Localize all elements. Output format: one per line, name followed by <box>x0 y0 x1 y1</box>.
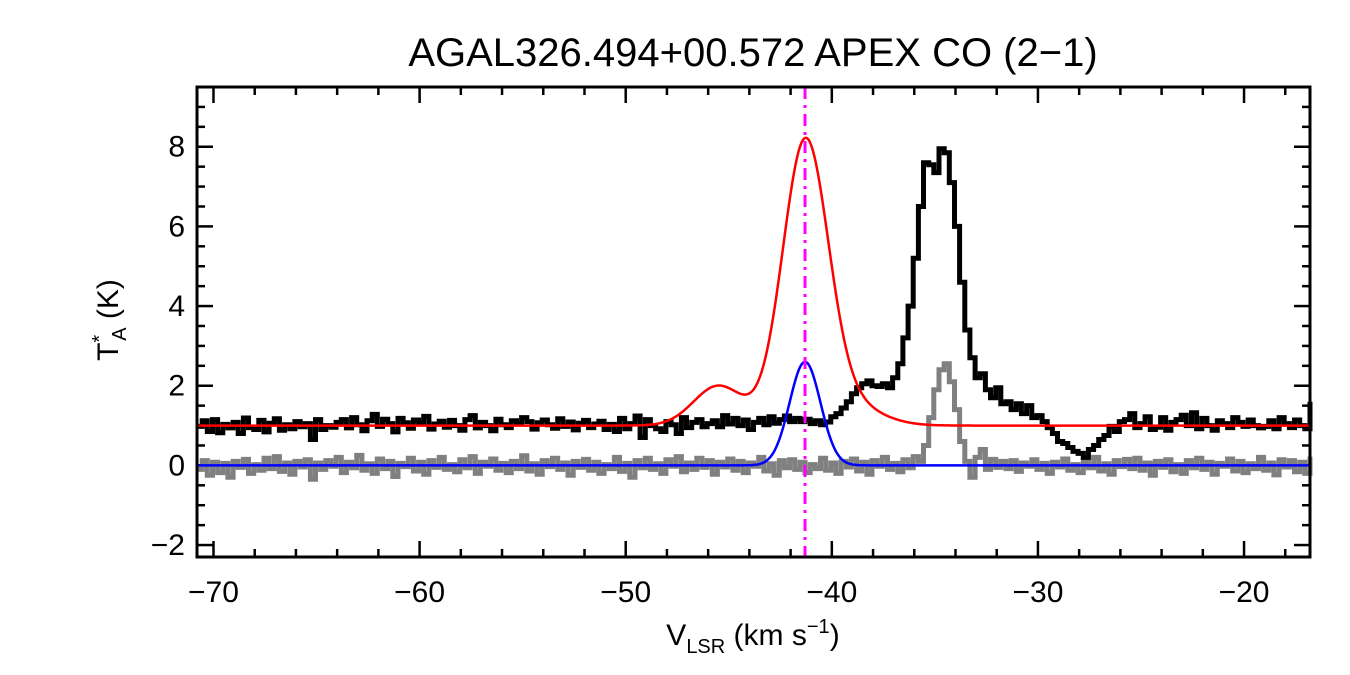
x-axis-title-close: ) <box>830 619 840 652</box>
x-axis-title-sub: LSR <box>686 636 725 658</box>
model-fit-curve <box>197 136 1310 427</box>
x-tick-label: −40 <box>806 576 857 609</box>
y-tick-labels: −2 0 2 4 6 8 <box>151 131 185 562</box>
y-axis-title-sub: A <box>109 327 131 341</box>
x-tick-label: −30 <box>1012 576 1063 609</box>
x-axis-title: VLSR (km s−1) <box>666 616 839 658</box>
x-axis-title-main: V <box>666 619 686 652</box>
y-tick-label: 6 <box>168 210 185 243</box>
y-axis-title-sup: * <box>89 335 111 343</box>
component-fit-curve <box>197 360 1310 467</box>
y-tick-label: 4 <box>168 290 185 323</box>
x-tick-label: −60 <box>394 576 445 609</box>
x-tick-label: −70 <box>188 576 239 609</box>
y-axis-title-main: T <box>92 343 125 361</box>
observed-spectrum <box>197 146 1313 460</box>
axis-ticks <box>197 85 1310 557</box>
x-tick-label: −50 <box>600 576 651 609</box>
x-tick-labels: −70 −60 −50 −40 −30 −20 <box>188 576 1269 609</box>
x-tick-label: −20 <box>1219 576 1270 609</box>
y-axis-title: T*A (K) <box>89 279 131 361</box>
y-tick-label: 8 <box>168 131 185 164</box>
x-axis-title-sup: −1 <box>807 616 830 638</box>
y-tick-label: 0 <box>168 449 185 482</box>
y-tick-label: 2 <box>168 370 185 403</box>
plot-frame <box>195 85 1312 559</box>
chart-title: AGAL326.494+00.572 APEX CO (2−1) <box>408 31 1097 75</box>
plot-area <box>197 87 1313 557</box>
y-axis-title-units: (K) <box>92 279 125 327</box>
x-axis-title-units: (km s <box>725 619 807 652</box>
y-tick-label: −2 <box>151 529 185 562</box>
